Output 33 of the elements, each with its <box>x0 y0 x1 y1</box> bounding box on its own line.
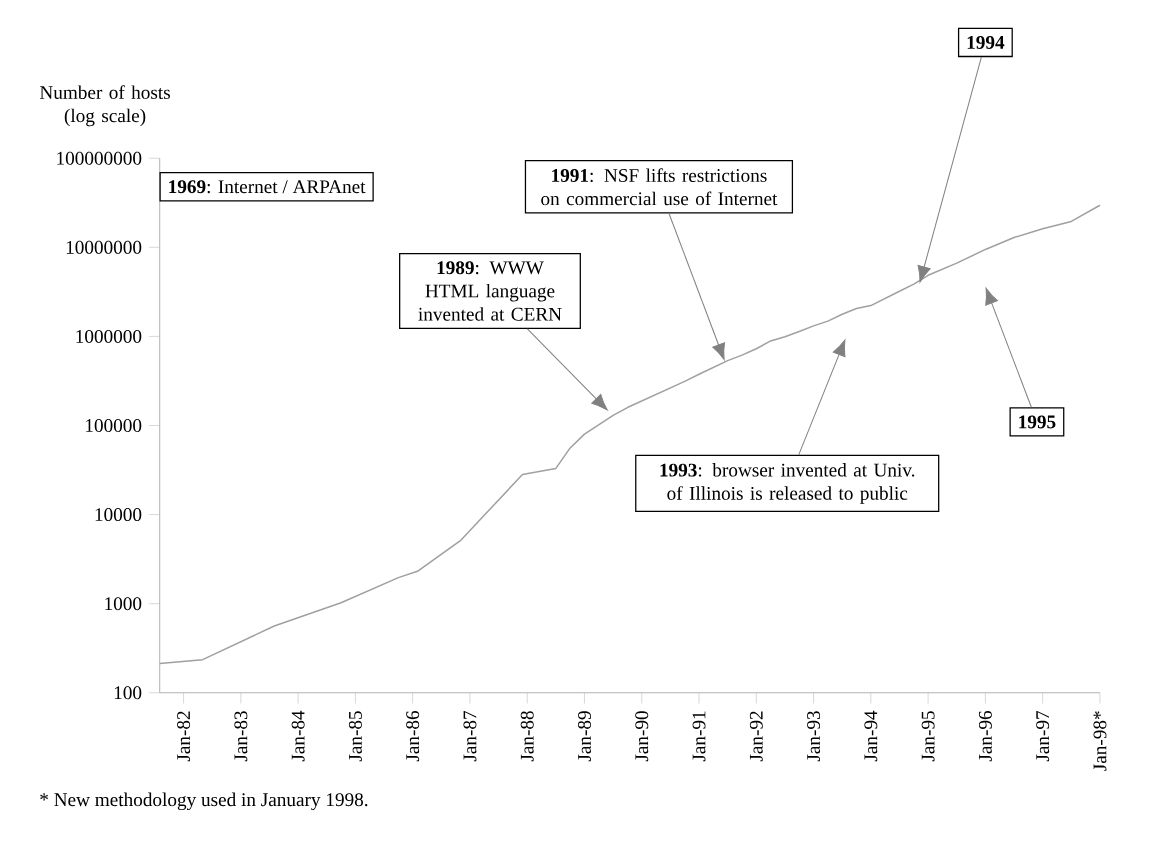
x-tick-label: Jan-85 <box>348 711 362 762</box>
x-tick-label: Jan-84 <box>291 710 305 762</box>
x-tick-label: Jan-86 <box>406 710 420 762</box>
annotation: 1993: browser invented at Univ. of Illinois is released to public <box>660 463 915 504</box>
x-tick-label: Jan-89 <box>577 711 591 762</box>
x-tick-label: Jan-97 <box>1036 710 1050 762</box>
annotation: 1991: NSF lifts restrictions on commercial use of Internet <box>541 168 778 206</box>
y-tick-label: 1000000 <box>76 329 142 343</box>
text: 1994 <box>967 36 1005 49</box>
y-tick-label: 1000 <box>105 597 142 611</box>
y-axis-title: Number of hosts (log scale) <box>39 85 170 127</box>
annotation: 1995 <box>1019 415 1056 429</box>
y-tick-label: 100 <box>114 686 142 700</box>
y-tick-label: 10000000 <box>66 240 142 254</box>
x-tick-label: Jan-93 <box>807 711 821 762</box>
y-tick-label: 10000 <box>95 508 142 522</box>
text: * New methodology used in January 1998. <box>40 792 368 811</box>
annotation: 1989: WWW HTML language invented at CERN <box>418 261 562 321</box>
x-tick-label: Jan-87 <box>463 710 477 762</box>
x-tick-label: Jan-91 <box>692 711 706 762</box>
x-tick-label: Jan-94 <box>864 710 878 762</box>
x-tick-label: Jan-83 <box>234 711 248 762</box>
x-tick-label: Jan-98* <box>1093 711 1107 771</box>
x-tick-label: Jan-88 <box>520 711 534 762</box>
y-tick-label: 100000000 <box>57 151 142 165</box>
x-tick-label: Jan-90 <box>635 711 649 762</box>
x-tick-label: Jan-95 <box>921 711 935 762</box>
x-tick-label: Jan-96 <box>978 710 992 762</box>
x-tick-label: Jan-82 <box>177 711 191 762</box>
y-tick-label: 100000 <box>86 419 142 433</box>
line-series <box>158 204 1101 665</box>
annotation: 1969: Internet / ARPAnet <box>169 180 366 194</box>
x-tick-label: Jan-92 <box>749 711 763 762</box>
